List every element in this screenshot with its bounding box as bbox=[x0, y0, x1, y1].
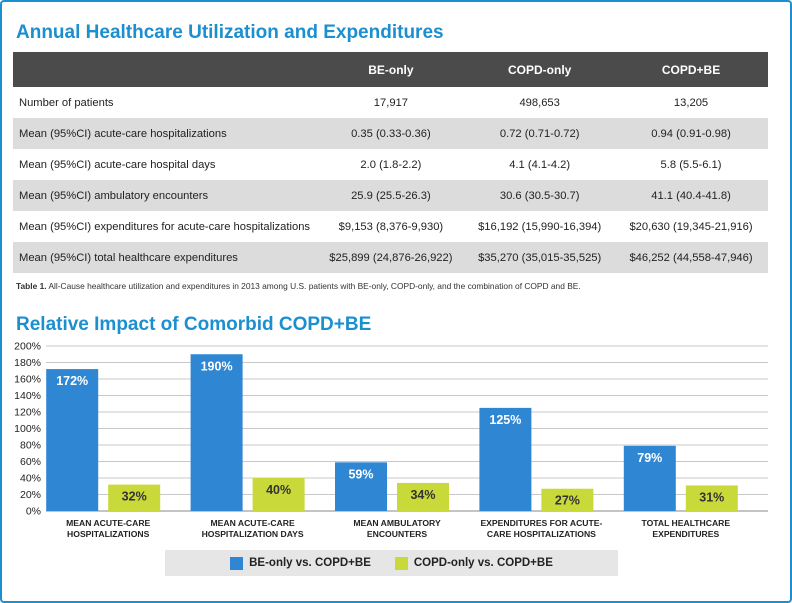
cell-copd-be: 5.8 (5.5-6.1) bbox=[660, 158, 722, 171]
cell-copd-only: $16,192 (15,990-16,394) bbox=[478, 220, 602, 233]
data-label: 31% bbox=[699, 490, 724, 504]
bar-be-only bbox=[335, 462, 387, 511]
cell-be-only: $25,899 (24,876-26,922) bbox=[316, 242, 466, 273]
category-label: HOSPITALIZATION DAYS bbox=[202, 529, 304, 539]
chart-legend: BE-only vs. COPD+BE COPD-only vs. COPD+B… bbox=[165, 550, 618, 576]
column-header-copd-only: COPD-only bbox=[465, 52, 615, 87]
category-label: HOSPITALIZATIONS bbox=[67, 529, 150, 539]
table-row: Number of patients 17,917 498,653 13,205 bbox=[13, 87, 768, 118]
row-label: Mean (95%CI) expenditures for acute-care… bbox=[19, 220, 311, 233]
category-label: MEAN ACUTE-CARE bbox=[66, 518, 150, 528]
cell-copd-be: 0.94 (0.91-0.98) bbox=[614, 118, 768, 149]
category-label: ENCOUNTERS bbox=[367, 529, 427, 539]
data-label: 32% bbox=[122, 490, 147, 504]
row-label: Number of patients bbox=[19, 96, 114, 109]
cell-be-only: $9,153 (8,376-9,930) bbox=[338, 220, 444, 233]
category-label: MEAN ACUTE-CARE bbox=[211, 518, 295, 528]
row-label: Mean (95%CI) total healthcare expenditur… bbox=[13, 242, 317, 273]
legend-item-copd-only: COPD-only vs. COPD+BE bbox=[394, 556, 553, 570]
table-row: Mean (95%CI) acute-care hospitalizations… bbox=[13, 118, 768, 149]
cell-copd-only: 498,653 bbox=[519, 96, 560, 109]
bar-copd-only bbox=[685, 485, 738, 511]
y-tick-label: 140% bbox=[14, 390, 41, 402]
legend-label: COPD-only vs. COPD+BE bbox=[413, 557, 553, 569]
category-label: EXPENDITURES FOR ACUTE- bbox=[480, 518, 602, 528]
data-label: 34% bbox=[410, 488, 435, 502]
legend-item-be-only: BE-only vs. COPD+BE bbox=[230, 556, 371, 570]
data-label: 79% bbox=[637, 451, 662, 465]
data-label: 172% bbox=[56, 374, 88, 388]
legend-label: BE-only vs. COPD+BE bbox=[249, 557, 371, 569]
y-tick-label: 60% bbox=[20, 456, 41, 468]
table-header-blank bbox=[13, 52, 317, 87]
category-label: MEAN AMBULATORY bbox=[353, 518, 441, 528]
y-tick-label: 40% bbox=[20, 473, 41, 485]
cell-copd-be: 41.1 (40.4-41.8) bbox=[614, 180, 768, 211]
bar-copd-only bbox=[397, 482, 449, 511]
table-row: Mean (95%CI) ambulatory encounters 25.9 … bbox=[13, 180, 768, 211]
cell-be-only: 2.0 (1.8-2.2) bbox=[360, 158, 422, 171]
table-row: Mean (95%CI) expenditures for acute-care… bbox=[13, 211, 768, 242]
cell-copd-only: 4.1 (4.1-4.2) bbox=[509, 158, 571, 171]
cell-be-only: 0.35 (0.33-0.36) bbox=[316, 118, 466, 149]
bar-be-only bbox=[190, 354, 243, 511]
table-row: Mean (95%CI) acute-care hospital days 2.… bbox=[13, 149, 768, 180]
y-tick-label: 80% bbox=[20, 440, 41, 452]
category-label: EXPENDITURES bbox=[652, 529, 719, 539]
cell-copd-be: $20,630 (19,345-21,916) bbox=[629, 220, 753, 233]
bar-copd-only bbox=[108, 484, 161, 511]
cell-copd-only: 0.72 (0.71-0.72) bbox=[465, 118, 615, 149]
table-header-row: BE-only COPD-only COPD+BE bbox=[13, 52, 768, 87]
utilization-table: BE-only COPD-only COPD+BE Number of pati… bbox=[13, 52, 768, 273]
chart-title: Relative Impact of Comorbid COPD+BE bbox=[16, 314, 372, 335]
column-header-be-only: BE-only bbox=[316, 52, 466, 87]
cell-copd-only: $35,270 (35,015-35,525) bbox=[465, 242, 615, 273]
data-label: 125% bbox=[489, 413, 521, 427]
row-label: Mean (95%CI) acute-care hospital days bbox=[19, 158, 216, 171]
cell-copd-be: 13,205 bbox=[673, 96, 709, 109]
y-tick-label: 180% bbox=[14, 357, 41, 369]
category-label: CARE HOSPITALIZATIONS bbox=[487, 529, 596, 539]
cell-be-only: 25.9 (25.5-26.3) bbox=[316, 180, 466, 211]
y-tick-label: 160% bbox=[14, 374, 41, 386]
legend-swatch-blue bbox=[230, 556, 244, 570]
row-label: Mean (95%CI) ambulatory encounters bbox=[13, 180, 317, 211]
data-label: 27% bbox=[555, 494, 580, 508]
bar-be-only bbox=[623, 445, 676, 511]
legend-swatch-green bbox=[394, 556, 408, 570]
caption-label: Table 1. bbox=[16, 281, 47, 291]
data-label: 59% bbox=[348, 467, 373, 481]
table-caption: Table 1. All-Cause healthcare utilizatio… bbox=[16, 281, 581, 291]
bar-copd-only bbox=[541, 488, 594, 511]
data-label: 40% bbox=[266, 483, 291, 497]
y-tick-label: 200% bbox=[14, 341, 41, 353]
bar-be-only bbox=[46, 369, 99, 511]
column-header-copd-be: COPD+BE bbox=[614, 52, 768, 87]
y-tick-label: 120% bbox=[14, 407, 41, 419]
relative-impact-bar-chart: 0% 20% 40% 60% 80% 100% 120% 140% 160% 180% 200% 17… bbox=[14, 341, 768, 539]
data-label: 190% bbox=[201, 359, 233, 373]
table-title: Annual Healthcare Utilization and Expend… bbox=[16, 22, 444, 43]
bar-be-only bbox=[479, 407, 532, 511]
row-label: Mean (95%CI) acute-care hospitalizations bbox=[13, 118, 317, 149]
table-row: Mean (95%CI) total healthcare expenditur… bbox=[13, 242, 768, 273]
cell-be-only: 17,917 bbox=[373, 96, 408, 109]
y-tick-label: 100% bbox=[14, 423, 41, 435]
category-label: TOTAL HEALTHCARE bbox=[641, 518, 730, 528]
cell-copd-only: 30.6 (30.5-30.7) bbox=[465, 180, 615, 211]
cell-copd-be: $46,252 (44,558-47,946) bbox=[614, 242, 768, 273]
y-tick-label: 20% bbox=[20, 489, 41, 501]
caption-text: All-Cause healthcare utilization and exp… bbox=[46, 281, 581, 291]
bar-copd-only bbox=[252, 478, 305, 511]
y-tick-label: 0% bbox=[26, 506, 41, 518]
